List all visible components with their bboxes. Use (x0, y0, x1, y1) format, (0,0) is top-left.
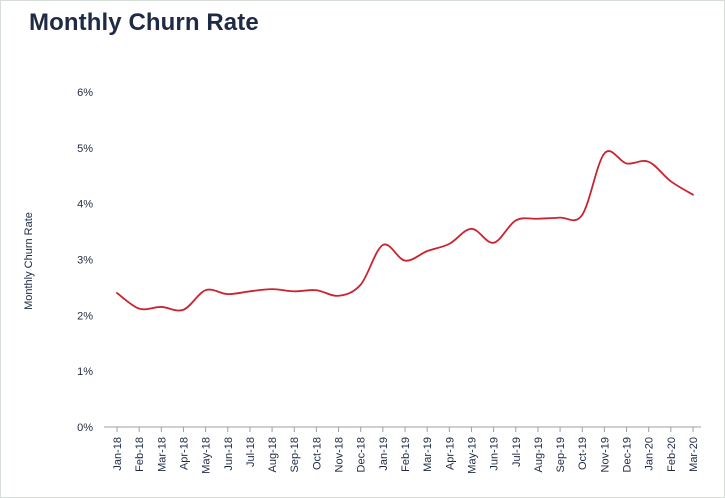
x-tick-label: Jul-18 (245, 437, 257, 467)
x-tick-label: Dec-19 (622, 437, 634, 472)
x-tick-label: Mar-20 (688, 437, 700, 472)
data-point (646, 159, 651, 164)
series-group (115, 150, 696, 312)
y-tick-label: 5% (77, 143, 93, 155)
x-tick-label: Apr-19 (444, 437, 456, 470)
y-axis-label: Monthly Churn Rate (23, 212, 35, 310)
y-tick-label: 1% (77, 366, 93, 378)
x-tick-label: Sep-19 (555, 437, 567, 472)
x-tick-label: Jun-18 (223, 437, 235, 471)
data-point (447, 241, 452, 246)
x-tick-label: Aug-18 (267, 437, 279, 472)
x-axis: Jan-18 Feb-18 Mar-18 Apr-18 May-18 Jun-18 Jul-… (104, 426, 701, 474)
x-tick-label: Sep-18 (289, 437, 301, 472)
y-tick-label: 0% (77, 422, 93, 434)
data-point (691, 192, 696, 197)
y-tick-label: 3% (77, 255, 93, 267)
x-tick-label: Jan-19 (378, 437, 390, 471)
data-point (137, 306, 142, 311)
data-point (668, 179, 673, 184)
data-point (181, 307, 186, 312)
y-tick-label: 6% (77, 87, 93, 99)
data-point (358, 282, 363, 287)
x-tick-label: Aug-19 (533, 437, 545, 472)
data-point (558, 215, 563, 220)
chart-title: Monthly Churn Rate (29, 9, 259, 36)
series-line (116, 150, 694, 312)
x-tick-label: Jun-19 (489, 437, 501, 471)
data-point (535, 216, 540, 221)
x-tick-label: Mar-18 (156, 437, 168, 472)
data-point (115, 291, 120, 296)
data-point (225, 292, 230, 297)
data-point (314, 288, 319, 293)
data-point (624, 161, 629, 166)
x-tick-label: Jan-18 (112, 437, 124, 471)
y-tick-label: 2% (77, 310, 93, 322)
data-point (203, 288, 208, 293)
data-point (159, 304, 164, 309)
x-tick-label: Apr-18 (178, 437, 190, 470)
data-point (380, 242, 385, 247)
x-tick-label: Jan-20 (644, 437, 656, 471)
data-point (513, 218, 518, 223)
y-tick-label: 4% (77, 199, 93, 211)
x-tick-label: Feb-19 (400, 437, 412, 472)
x-tick-label: Jul-19 (511, 437, 523, 467)
data-point (425, 249, 430, 254)
x-tick-label: Oct-18 (311, 437, 323, 470)
data-point (602, 151, 607, 156)
data-point (403, 258, 408, 263)
x-tick-label: May-18 (201, 437, 213, 474)
x-tick-label: Nov-19 (599, 437, 611, 472)
x-tick-label: Nov-18 (334, 437, 346, 472)
data-point (292, 289, 297, 294)
x-tick-label: May-19 (466, 437, 478, 474)
y-axis: 0% 1% 2% 3% 4% 5% 6% (77, 87, 93, 434)
x-tick-label: Oct-19 (577, 437, 589, 470)
x-tick-label: Dec-18 (356, 437, 368, 472)
x-tick-label: Mar-19 (422, 437, 434, 472)
data-point (247, 289, 252, 294)
data-point (336, 293, 341, 298)
data-point (580, 212, 585, 217)
x-tick-label: Feb-18 (134, 437, 146, 472)
x-tick-label: Feb-20 (666, 437, 678, 472)
data-point (270, 287, 275, 292)
data-point (491, 240, 496, 245)
data-point (469, 226, 474, 231)
